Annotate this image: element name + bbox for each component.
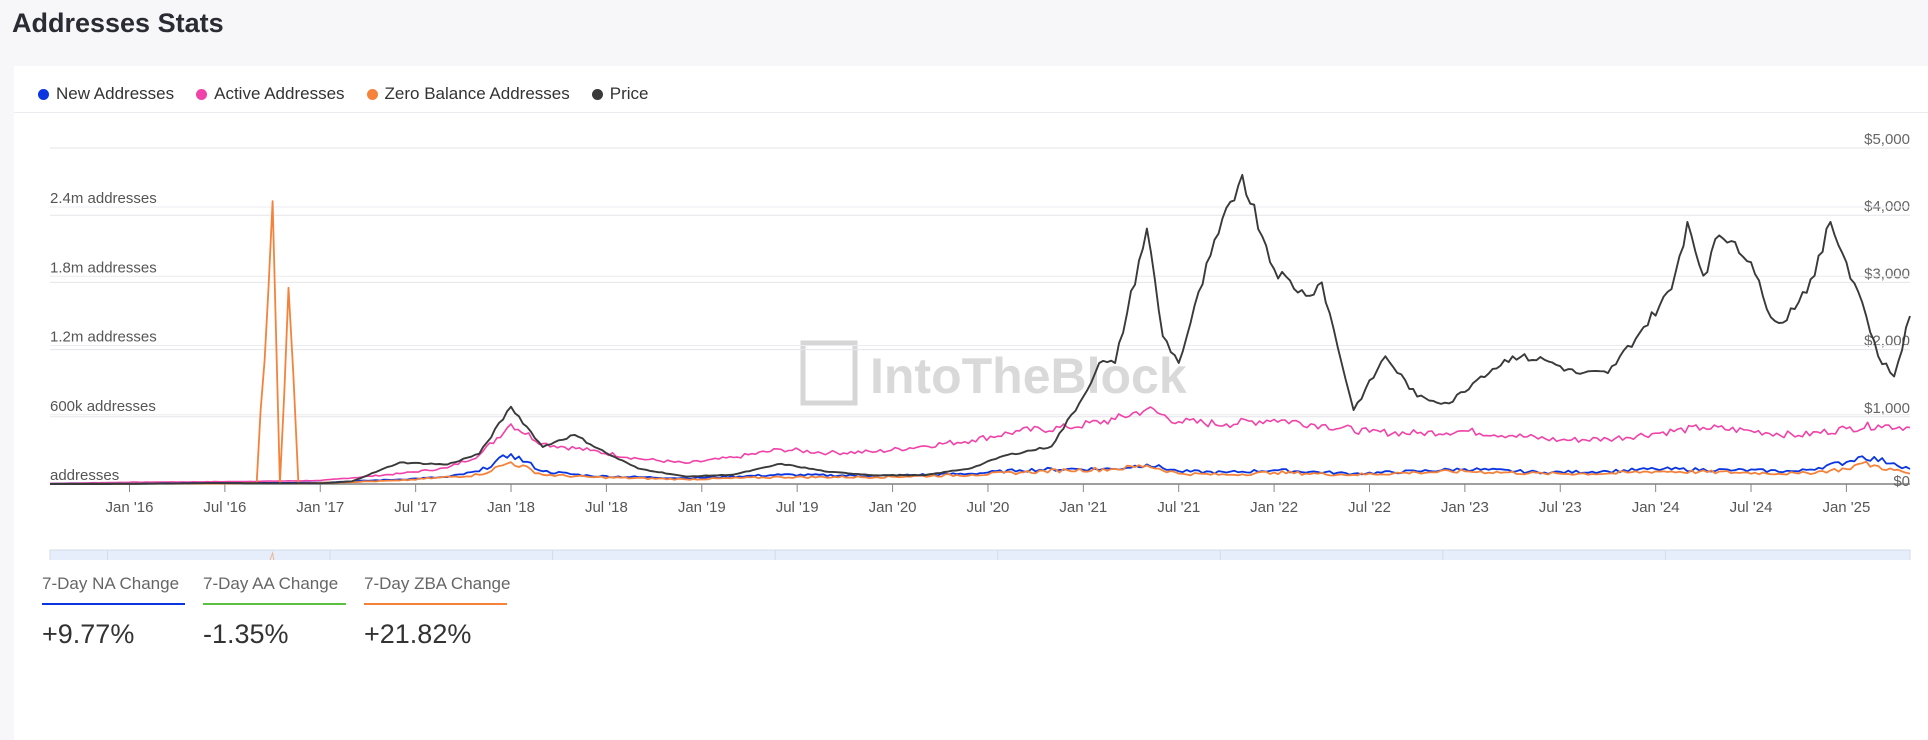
stat-label: 7-Day NA Change: [42, 574, 185, 605]
legend-label: Zero Balance Addresses: [384, 84, 570, 103]
left-axis-tick-label: 1.2m addresses: [50, 329, 157, 346]
x-axis-tick-label: Jul '17: [394, 499, 437, 516]
chart-card: New Addresses Active Addresses Zero Bala…: [14, 66, 1928, 740]
right-axis-tick-label: $5,000: [1864, 131, 1910, 148]
x-axis-tick-label: Jul '16: [203, 499, 246, 516]
series-line-zero-balance-addresses: [50, 200, 1911, 485]
right-axis-tick-label: $3,000: [1864, 265, 1910, 282]
left-axis-tick-label: 1.8m addresses: [50, 259, 157, 276]
watermark-text: IntoTheBlock: [870, 348, 1187, 404]
x-axis-tick-label: Jan '23: [1441, 499, 1489, 516]
legend: New Addresses Active Addresses Zero Bala…: [38, 74, 648, 114]
series-line-price: [50, 173, 1911, 485]
x-axis-tick-label: Jan '20: [869, 499, 917, 516]
legend-item-active-addresses[interactable]: Active Addresses: [196, 84, 345, 104]
x-axis-tick-label: Jul '19: [776, 499, 819, 516]
series-line-active-addresses: [50, 406, 1911, 485]
x-axis-tick-label: Jan '16: [106, 499, 154, 516]
legend-dot-icon: [196, 88, 208, 100]
left-axis-tick-label: addresses: [50, 467, 119, 484]
legend-label: Active Addresses: [214, 84, 345, 103]
stats-row: 7-Day NA Change +9.77% 7-Day AA Change -…: [42, 574, 510, 650]
x-axis-tick-label: Jan '17: [296, 499, 344, 516]
legend-label: Price: [609, 84, 649, 103]
stat-na-change: 7-Day NA Change +9.77%: [42, 574, 185, 650]
x-axis-tick-label: Jul '21: [1157, 499, 1200, 516]
legend-item-price[interactable]: Price: [591, 84, 649, 104]
x-axis-tick-label: Jul '24: [1730, 499, 1773, 516]
x-axis-tick-label: Jan '24: [1632, 499, 1680, 516]
x-axis-tick-label: Jan '19: [678, 499, 726, 516]
stat-zba-change: 7-Day ZBA Change +21.82%: [364, 574, 510, 650]
watermark-cube-icon: [800, 340, 858, 406]
left-axis-tick-label: 2.4m addresses: [50, 190, 157, 207]
right-axis-tick-label: $1,000: [1864, 400, 1910, 417]
x-axis-tick-label: Jul '18: [585, 499, 628, 516]
legend-item-zero-balance-addresses[interactable]: Zero Balance Addresses: [366, 84, 570, 104]
page-title: Addresses Stats: [12, 8, 224, 38]
x-axis-tick-label: Jul '20: [967, 499, 1010, 516]
stat-aa-change: 7-Day AA Change -1.35%: [203, 574, 346, 650]
stat-value: +9.77%: [42, 619, 135, 649]
x-axis-tick-label: Jan '22: [1250, 499, 1298, 516]
x-axis-tick-label: Jan '21: [1059, 499, 1107, 516]
navigator-selection: [49, 549, 1911, 560]
stat-value: -1.35%: [203, 619, 289, 649]
left-axis-tick-label: 600k addresses: [50, 398, 156, 415]
legend-dot-icon: [591, 88, 603, 100]
stat-label: 7-Day ZBA Change: [364, 574, 510, 605]
watermark-logo: IntoTheBlock: [800, 340, 1187, 406]
x-axis-tick-label: Jan '25: [1822, 499, 1870, 516]
stat-value: +21.82%: [364, 619, 472, 649]
addresses-chart: IntoTheBlock$0$1,000$2,000$3,000$4,000$5…: [49, 131, 1911, 560]
legend-dot-icon: [38, 88, 49, 100]
x-axis-tick-label: Jan '18: [487, 499, 535, 516]
legend-label: New Addresses: [56, 84, 175, 103]
x-axis-tick-label: Jul '22: [1348, 499, 1391, 516]
legend-item-new-addresses[interactable]: New Addresses: [38, 84, 174, 104]
stat-label: 7-Day AA Change: [203, 574, 346, 605]
legend-dot-icon: [366, 88, 378, 100]
x-axis-tick-label: Jul '23: [1539, 499, 1582, 516]
legend-divider: [14, 112, 1928, 113]
right-axis-tick-label: $0: [1893, 473, 1910, 490]
